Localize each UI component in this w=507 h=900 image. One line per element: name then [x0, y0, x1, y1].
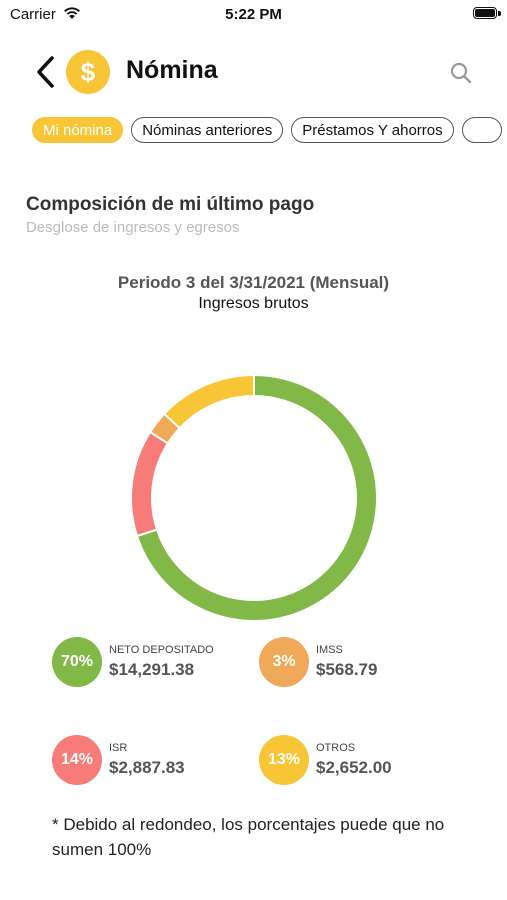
legend-name: ISR — [109, 742, 128, 754]
chevron-left-icon — [37, 56, 54, 88]
battery-icon — [473, 7, 497, 19]
rounding-note: * Debido al redondeo, los porcentajes pu… — [52, 815, 445, 859]
section-title: Composición de mi último pago — [26, 194, 315, 215]
donut-chart — [130, 374, 378, 622]
search-icon — [450, 62, 472, 84]
period-label: Periodo 3 del 3/31/2021 (Mensual) — [117, 273, 390, 292]
tab-nominas-anteriores[interactable]: Nóminas anteriores — [131, 117, 284, 143]
donut-slice-neto-depositado — [135, 374, 378, 622]
legend-item-imss: 3% IMSS $568.79 — [259, 637, 377, 687]
tab-prestamos-ahorros[interactable]: Préstamos Y ahorros — [291, 117, 454, 143]
legend-amount: $2,887.83 — [109, 758, 185, 777]
tab-more[interactable] — [461, 117, 502, 143]
legend-item-isr: 14% ISR $2,887.83 — [52, 735, 185, 785]
legend-percent-circle: 13% — [259, 735, 309, 785]
legend-amount: $568.79 — [316, 660, 378, 679]
page-title: Nómina — [126, 56, 218, 84]
legend-item-otros: 13% OTROS $2,652.00 — [259, 735, 392, 785]
legend-name: NETO DEPOSITADO — [109, 644, 214, 656]
legend-amount: $2,652.00 — [316, 758, 392, 777]
legend-percent-circle: 3% — [259, 637, 309, 687]
legend-percent-circle: 70% — [52, 637, 102, 687]
donut-slice-otros — [162, 374, 255, 430]
coin-symbol: $ — [80, 56, 96, 87]
legend-item-neto: 70% NETO DEPOSITADO $14,291.38 — [52, 637, 214, 687]
carrier-label: Carrier — [10, 6, 56, 23]
legend-name: OTROS — [316, 742, 356, 754]
legend-percent-circle: 14% — [52, 735, 102, 785]
back-button[interactable] — [30, 52, 64, 92]
dollar-coin-icon: $ — [66, 50, 110, 94]
section-subtitle: Desglose de ingresos y egresos — [26, 219, 240, 236]
battery-cap — [498, 11, 501, 16]
donut-slice-isr — [130, 430, 170, 538]
legend-amount: $14,291.38 — [109, 660, 195, 679]
period-sublabel: Ingresos brutos — [198, 295, 309, 312]
tab-bar: Mi nómina Nóminas anteriores Préstamos Y a… — [32, 117, 507, 145]
wifi-icon — [64, 7, 80, 19]
legend-name: IMSS — [316, 644, 343, 656]
status-bar: Carrier 5:22 PM — [0, 0, 507, 30]
search-button[interactable] — [448, 60, 474, 86]
clock: 5:22 PM — [225, 6, 282, 23]
tab-mi-nomina[interactable]: Mi nómina — [32, 117, 124, 143]
